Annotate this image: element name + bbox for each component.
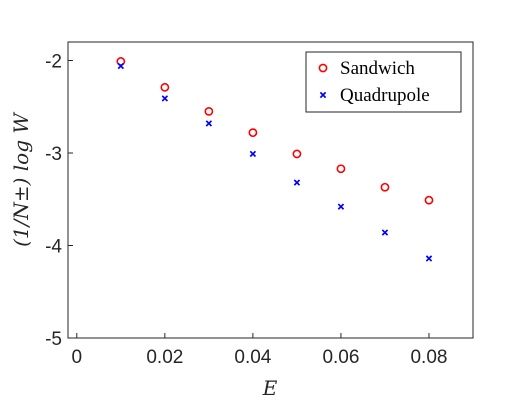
quadrupole-point xyxy=(161,95,169,102)
quadrupole-legend-marker xyxy=(319,91,327,99)
data-markers xyxy=(116,57,434,262)
quadrupole-legend-label: Quadrupole xyxy=(340,85,430,106)
sandwich-point xyxy=(380,182,390,192)
x-tick-label: 0.04 xyxy=(234,347,271,368)
x-tick-label: 0.08 xyxy=(410,347,447,368)
quadrupole-point xyxy=(293,179,301,186)
y-tick-label: -4 xyxy=(45,237,62,258)
y-axis-label: (1/N±) log W xyxy=(9,112,33,247)
quadrupole-point xyxy=(205,120,213,127)
quadrupole-point xyxy=(425,255,433,262)
axis-ticks: 0 0.02 0.04 0.06 0.08 -5 -4 -3 -2 xyxy=(45,52,447,369)
x-tick-label: 0.06 xyxy=(322,347,359,368)
quadrupole-point xyxy=(117,62,125,70)
y-tick-label: -5 xyxy=(45,329,62,350)
y-tick-label: -2 xyxy=(45,52,62,73)
quadrupole-point xyxy=(249,150,257,158)
sandwich-point xyxy=(160,82,170,92)
sandwich-point xyxy=(336,164,346,174)
sandwich-legend-label: Sandwich xyxy=(340,58,415,79)
x-axis-label: E xyxy=(262,376,278,400)
x-tick-label: 0.02 xyxy=(146,347,183,368)
quadrupole-point xyxy=(337,203,345,210)
sandwich-point xyxy=(424,195,434,205)
sandwich-point xyxy=(204,106,214,116)
sandwich-point xyxy=(292,149,302,159)
legend-box xyxy=(305,51,462,113)
legend: Sandwich Quadrupole xyxy=(305,51,462,113)
sandwich-legend-marker xyxy=(318,63,328,73)
x-tick-label: 0 xyxy=(72,347,83,368)
quadrupole-point xyxy=(381,229,389,236)
y-tick-label: -3 xyxy=(45,144,62,165)
sandwich-point xyxy=(248,128,258,138)
